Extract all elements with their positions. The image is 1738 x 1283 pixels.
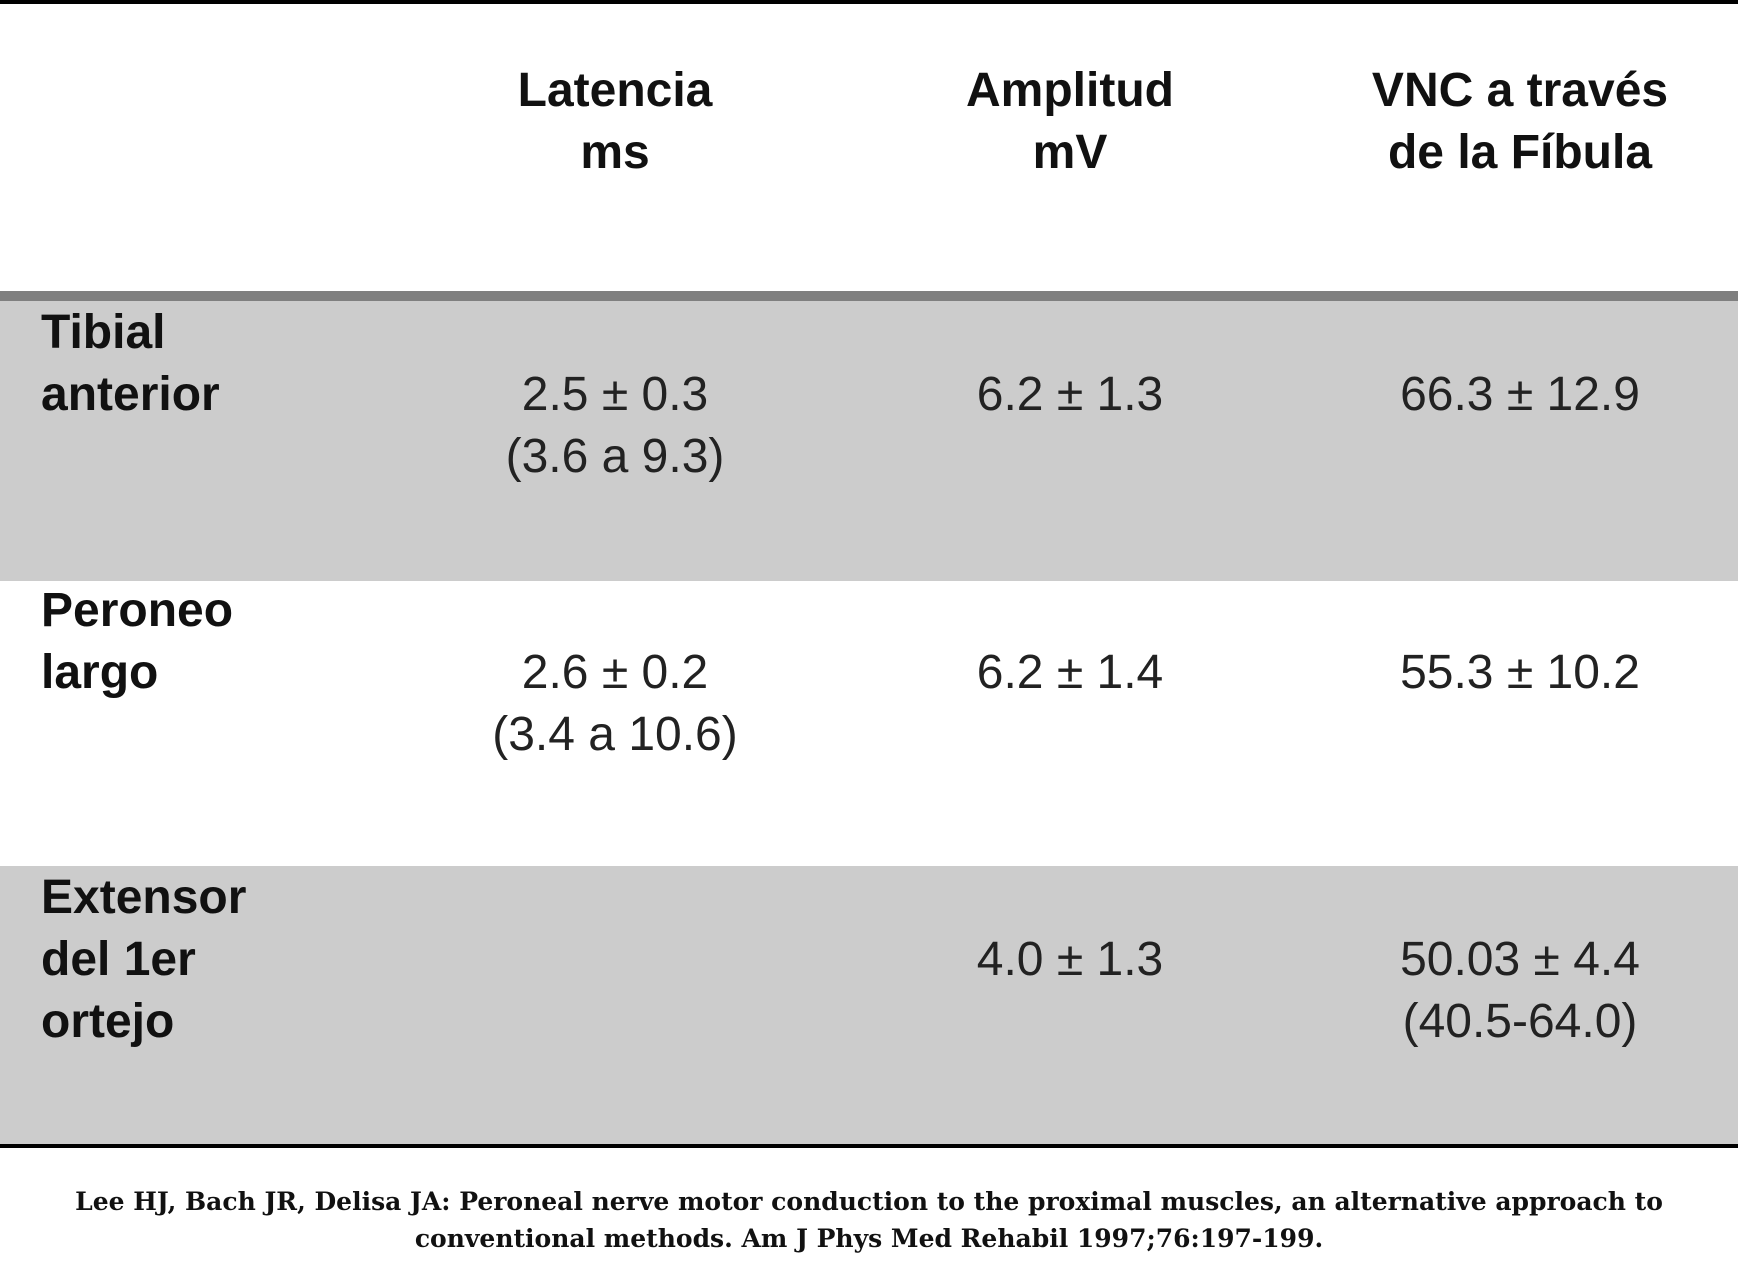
column-header-amplitud: Amplitud mV xyxy=(966,64,1174,179)
row-label: Peroneo largo xyxy=(41,584,234,699)
cell-latencia: 2.5 ± 0.3 (3.6 a 9.3) xyxy=(505,368,725,483)
cell-vnc: 55.3 ± 10.2 xyxy=(1400,646,1640,699)
column-header-latencia: Latencia ms xyxy=(517,64,713,179)
cell-vnc: 66.3 ± 12.9 xyxy=(1400,368,1640,421)
row-label: Extensor del 1er ortejo xyxy=(41,871,247,1048)
citation-text: Lee HJ, Bach JR, Delisa JA: Peroneal ner… xyxy=(75,1187,1663,1253)
cell-amplitud: 6.2 ± 1.3 xyxy=(976,368,1164,421)
cell-latencia: 2.6 ± 0.2 (3.4 a 10.6) xyxy=(492,646,738,761)
cell-amplitud: 6.2 ± 1.4 xyxy=(976,646,1164,699)
column-header-vnc: VNC a través de la Fíbula xyxy=(1371,64,1669,179)
row-band-shaded xyxy=(0,866,1738,1144)
header-divider xyxy=(0,291,1738,301)
cell-vnc: 50.03 ± 4.4 (40.5-64.0) xyxy=(1400,933,1640,1048)
row-band-shaded xyxy=(0,301,1738,581)
table-top-rule xyxy=(0,0,1738,4)
table-bottom-rule xyxy=(0,1144,1738,1148)
row-label: Tibial anterior xyxy=(41,306,220,421)
cell-amplitud: 4.0 ± 1.3 xyxy=(976,933,1164,986)
